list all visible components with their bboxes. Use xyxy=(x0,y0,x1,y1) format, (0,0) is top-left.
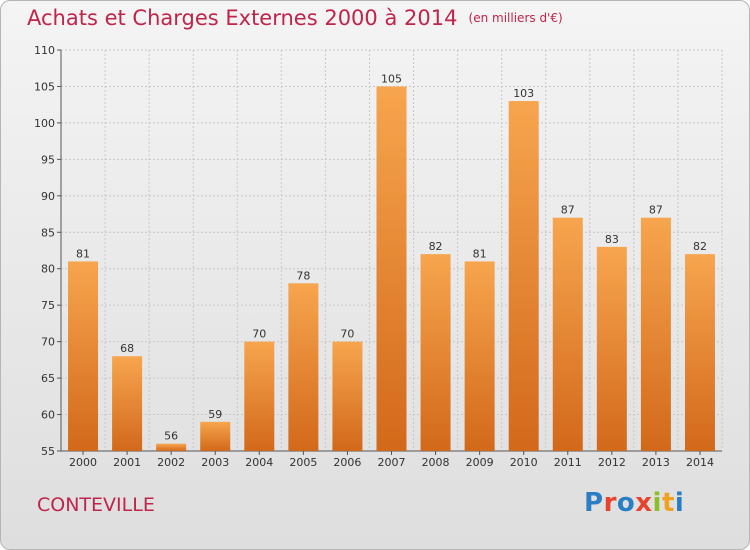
data-label: 70 xyxy=(340,328,354,341)
bar-2007 xyxy=(376,86,407,452)
bar-2001 xyxy=(112,356,143,451)
x-tick-label: 2009 xyxy=(466,456,494,469)
chart-title: Achats et Charges Externes 2000 à 2014 (… xyxy=(27,6,563,30)
bar-2011 xyxy=(552,217,583,451)
data-label: 56 xyxy=(164,430,178,443)
logo-letter: t xyxy=(661,488,675,518)
grid-lines xyxy=(60,49,723,452)
data-label: 83 xyxy=(605,233,619,246)
bar-2004 xyxy=(244,341,275,451)
x-tick-label: 2012 xyxy=(598,456,626,469)
bar-2010 xyxy=(508,101,539,451)
data-labels: 81 68 56 59 70 78 70 105 82 81 103 87 83 87 82 xyxy=(76,72,707,442)
bars xyxy=(68,86,715,452)
bar-2014 xyxy=(684,254,715,451)
y-tick-label: 70 xyxy=(41,336,55,349)
data-label: 81 xyxy=(76,247,90,260)
bar-2009 xyxy=(464,261,495,451)
y-tick-label: 105 xyxy=(34,80,55,93)
logo-letter: P xyxy=(584,488,604,518)
data-label: 87 xyxy=(561,204,575,217)
logo-letter: x xyxy=(635,488,653,518)
x-tick-label: 2003 xyxy=(201,456,229,469)
y-tick-label: 110 xyxy=(34,44,55,57)
data-label: 68 xyxy=(120,342,134,355)
y-tick-label: 85 xyxy=(41,226,55,239)
data-label: 78 xyxy=(296,269,310,282)
data-label: 103 xyxy=(513,87,534,100)
x-tick-label: 2005 xyxy=(289,456,317,469)
y-tick-label: 65 xyxy=(41,372,55,385)
bar-2006 xyxy=(332,341,363,451)
x-tick-label: 2010 xyxy=(510,456,538,469)
bar-2000 xyxy=(68,261,99,451)
bar-2012 xyxy=(596,246,627,451)
x-tick-label: 2006 xyxy=(333,456,361,469)
x-tick-label: 2008 xyxy=(422,456,450,469)
bar-2005 xyxy=(288,283,319,451)
data-label: 82 xyxy=(693,240,707,253)
logo-letter: i xyxy=(674,488,685,518)
commune-name: CONTEVILLE xyxy=(37,494,155,516)
x-tick-label: 2013 xyxy=(642,456,670,469)
logo-letter: r xyxy=(603,488,617,518)
y-tick-label: 80 xyxy=(41,263,55,276)
y-tick-label: 60 xyxy=(41,409,55,422)
y-tick-label: 90 xyxy=(41,190,55,203)
x-tick-label: 2002 xyxy=(157,456,185,469)
y-tick-label: 55 xyxy=(41,445,55,458)
title-unit: (en milliers d'€) xyxy=(468,11,563,25)
y-tick-label: 95 xyxy=(41,153,55,166)
title-main: Achats et Charges Externes 2000 à 2014 xyxy=(27,6,458,30)
bar-2008 xyxy=(420,254,451,451)
y-tick-label: 75 xyxy=(41,299,55,312)
x-tick-label: 2000 xyxy=(69,456,97,469)
bar-2002 xyxy=(156,443,187,451)
data-label: 87 xyxy=(649,204,663,217)
data-label: 70 xyxy=(252,328,266,341)
data-label: 105 xyxy=(381,72,402,85)
data-label: 81 xyxy=(473,247,487,260)
x-tick-label: 2007 xyxy=(378,456,406,469)
bar-2003 xyxy=(200,421,231,451)
x-tick-label: 2004 xyxy=(245,456,273,469)
x-tick-label: 2014 xyxy=(686,456,714,469)
data-label: 59 xyxy=(208,408,222,421)
data-label: 82 xyxy=(429,240,443,253)
proxiti-logo[interactable]: Proxiti xyxy=(584,488,684,518)
bar-2013 xyxy=(640,217,671,451)
axes: 55 60 65 70 75 80 85 90 95 100 105 110 2000 2001 2002 2… xyxy=(34,44,722,469)
x-tick-label: 2011 xyxy=(554,456,582,469)
logo-letter: o xyxy=(616,488,636,518)
y-tick-label: 100 xyxy=(34,117,55,130)
logo-letter: i xyxy=(652,488,662,518)
x-tick-label: 2001 xyxy=(113,456,141,469)
